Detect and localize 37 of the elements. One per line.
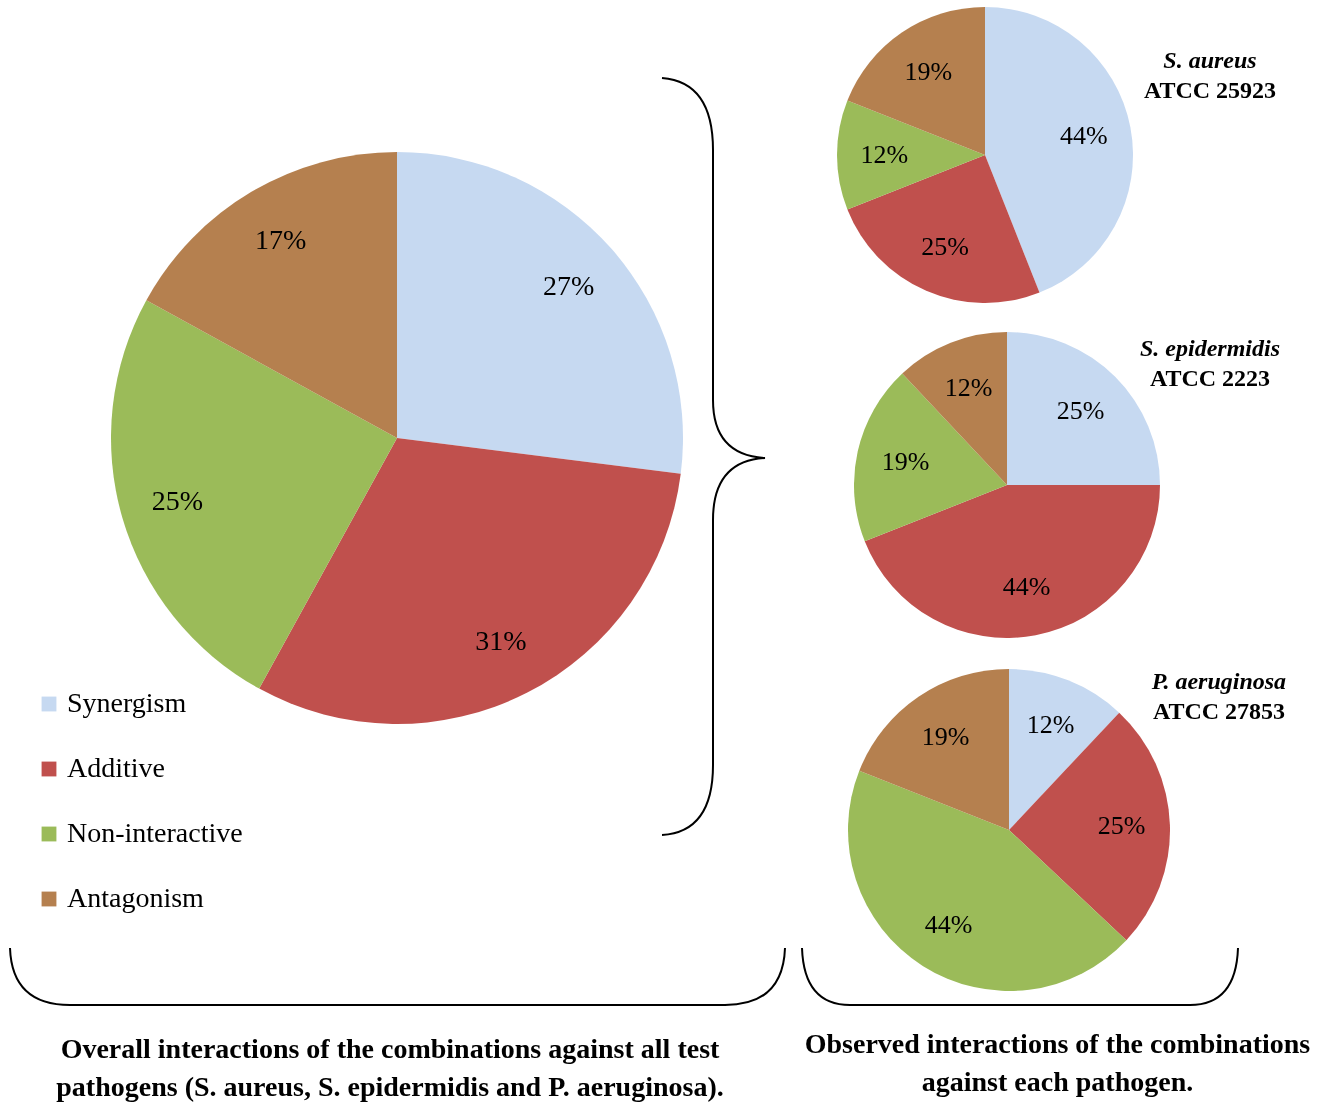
text: S. aureus [1162, 46, 1258, 75]
data-label: 25% [921, 232, 969, 262]
text: P. aeruginosa [1150, 667, 1288, 696]
data-label: 19% [921, 721, 970, 751]
data-label: 12% [860, 140, 909, 169]
pie-slice [985, 7, 1133, 293]
legend-label: Synergism [67, 687, 187, 718]
data-label: 44% [1002, 572, 1051, 602]
data-label: 25% [1056, 396, 1105, 426]
text: S. epidermidis [1139, 334, 1281, 363]
text: Observed interactions of the combinations against each pathogen. [803, 1027, 1312, 1099]
pie-slice [111, 300, 397, 689]
pie-slice [859, 669, 1009, 830]
data-label: 27% [542, 269, 595, 301]
data-label: 12% [944, 373, 993, 403]
data-label: 25% [151, 484, 203, 516]
pie-slice [397, 152, 683, 474]
legend-label: Antagonism [67, 882, 205, 913]
data-label: 19% [881, 447, 930, 477]
pie-slice [854, 373, 1007, 542]
text: ATCC 27853 [1151, 697, 1287, 726]
data-label: 19% [904, 56, 953, 86]
data-label: 25% [1097, 811, 1146, 841]
data-label: 44% [924, 910, 973, 940]
pie-slice [259, 438, 681, 724]
text: ATCC 25923 [1142, 76, 1278, 105]
legend-label: Non-interactive [67, 817, 243, 848]
pie-slice [864, 485, 1160, 638]
pie-slice [837, 100, 985, 210]
data-label: 44% [1060, 121, 1108, 151]
text: ATCC 2223 [1148, 364, 1272, 393]
text: Overall interactions of the combinations against all test pathogens (S. aureus, S. epidermidis and P. aeruginosa). [55, 1032, 725, 1104]
pie-slice [146, 152, 397, 438]
legend-label: Additive [67, 752, 165, 783]
data-label: 31% [475, 624, 527, 656]
data-label: 17% [254, 224, 307, 256]
data-label: 12% [1026, 710, 1075, 740]
